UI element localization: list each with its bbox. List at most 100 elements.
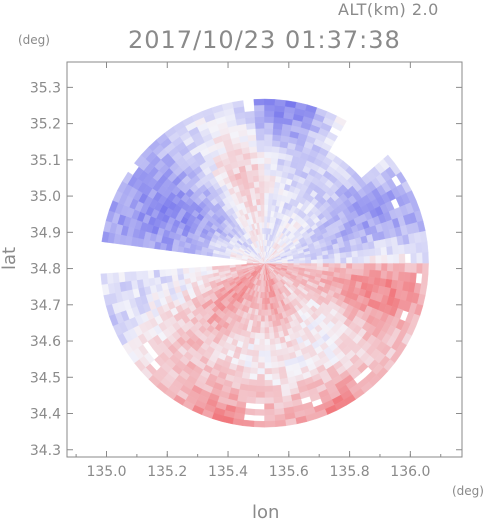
y-tick-label: 34.9 xyxy=(30,225,61,241)
radar-cell xyxy=(422,263,428,274)
radar-cell xyxy=(265,152,272,158)
radar-cell xyxy=(262,222,265,228)
radar-cell xyxy=(410,243,417,253)
radar-cell xyxy=(381,263,387,271)
radar-cell xyxy=(352,257,358,263)
radar-cell xyxy=(250,368,258,375)
radar-cell xyxy=(265,146,273,152)
radar-cell xyxy=(246,397,256,404)
radar-cell xyxy=(257,380,265,386)
radar-cell xyxy=(245,408,255,415)
radar-cell xyxy=(271,164,278,171)
radar-cell xyxy=(345,246,352,252)
radar-cell xyxy=(255,333,260,339)
radar-cell xyxy=(261,316,265,322)
radar-cell xyxy=(101,274,108,285)
radar-cell xyxy=(265,409,275,415)
radar-cell xyxy=(272,374,280,381)
radar-cell xyxy=(265,123,274,129)
radar-cell xyxy=(254,105,264,111)
radar-cell xyxy=(275,420,286,427)
radar-cell xyxy=(252,350,258,356)
radar-cell xyxy=(294,261,300,263)
radar-cell xyxy=(262,228,264,234)
y-tick-label: 34.7 xyxy=(30,298,61,314)
radar-cell xyxy=(159,270,166,277)
radar-cell xyxy=(265,333,270,339)
radar-cell xyxy=(273,391,282,398)
radar-cell xyxy=(265,374,273,380)
radar-cell xyxy=(265,404,275,410)
radar-cell xyxy=(269,327,274,333)
radar-cell xyxy=(274,332,280,339)
radar-cell xyxy=(275,99,286,106)
radar-cell xyxy=(247,129,256,136)
radar-cell xyxy=(257,205,261,211)
radar-cell xyxy=(323,255,329,260)
radar-cell xyxy=(265,169,271,175)
radar-cell xyxy=(260,322,264,328)
radar-cell xyxy=(265,415,275,421)
radar-cell xyxy=(189,268,195,273)
radar-cell xyxy=(261,216,264,222)
radar-cell xyxy=(369,270,376,278)
radar-cell xyxy=(270,175,276,181)
radar-cell xyxy=(254,99,265,105)
radar-cell xyxy=(323,263,329,267)
radar-cell xyxy=(270,262,276,263)
radar-cell xyxy=(265,205,269,211)
y-tick-label: 34.3 xyxy=(30,443,61,459)
radar-cell xyxy=(265,345,271,351)
radar-cell xyxy=(265,310,268,316)
radar-cell xyxy=(265,339,270,345)
radar-cell xyxy=(265,304,268,310)
radar-cell xyxy=(260,199,264,205)
radar-cell xyxy=(375,270,382,278)
radar-cell xyxy=(352,251,359,258)
radar-cell xyxy=(259,339,264,345)
radar-cell xyxy=(148,270,155,278)
x-tick-label: 135.4 xyxy=(208,464,248,480)
radar-cell xyxy=(259,181,264,187)
radar-cell xyxy=(265,164,272,170)
radar-cell xyxy=(417,253,423,263)
radar-cell xyxy=(255,123,264,129)
radar-cell xyxy=(411,253,417,263)
radar-cell xyxy=(261,205,265,211)
radar-cell xyxy=(258,363,265,369)
radar-cell xyxy=(124,272,131,282)
radar-cell xyxy=(248,379,256,386)
radar-cell xyxy=(273,123,283,130)
radar-cell xyxy=(255,398,264,404)
radar-cell xyxy=(258,164,265,170)
radar-cell xyxy=(265,140,273,146)
radar-cell xyxy=(387,271,394,280)
radar-cell xyxy=(335,258,341,263)
radar-cell xyxy=(328,254,334,259)
radar-cell xyxy=(249,182,255,189)
radar-cell xyxy=(265,187,270,193)
radar-cell xyxy=(417,263,423,273)
radar-cell xyxy=(177,274,184,281)
radar-cell xyxy=(265,351,271,357)
radar-cell xyxy=(265,392,274,398)
y-tick-label: 35.0 xyxy=(30,189,61,205)
radar-cell xyxy=(265,421,276,427)
radar-cell xyxy=(364,263,370,270)
radar-cell xyxy=(256,392,265,398)
y-tick-label: 34.5 xyxy=(30,370,61,386)
radar-cell xyxy=(271,152,279,159)
radar-cell xyxy=(265,128,274,134)
radar-cell xyxy=(271,356,278,362)
radar-cell xyxy=(269,333,274,339)
radar-cell xyxy=(265,281,267,287)
radar-cell xyxy=(300,260,306,263)
radar-cell xyxy=(273,385,282,392)
radar-cell xyxy=(218,266,224,269)
radar-cell xyxy=(270,345,276,351)
radar-cell xyxy=(248,135,257,142)
radar-cell xyxy=(398,245,405,255)
radar-cell xyxy=(317,259,323,263)
radar-cell xyxy=(268,310,272,316)
radar-cell xyxy=(260,327,265,333)
